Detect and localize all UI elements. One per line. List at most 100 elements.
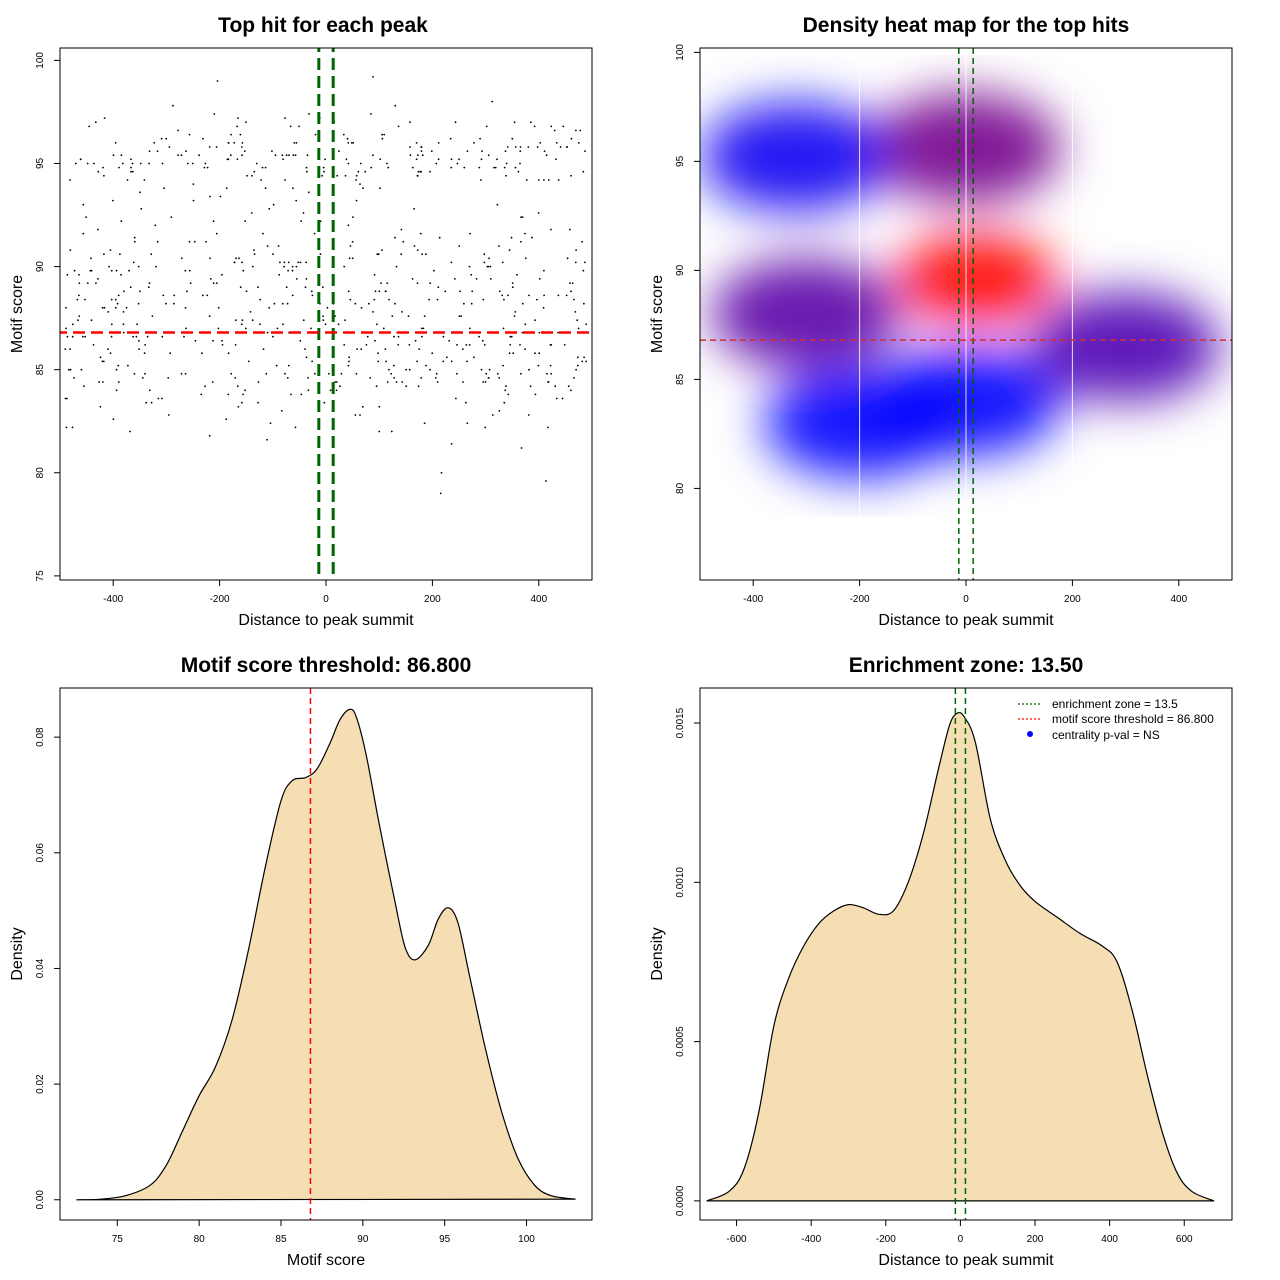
scatter-point bbox=[287, 364, 290, 367]
scatter-point bbox=[92, 344, 95, 346]
scatter-point bbox=[289, 125, 292, 128]
scatter-point bbox=[234, 377, 237, 379]
scatter-point bbox=[163, 187, 166, 190]
scatter-point bbox=[376, 253, 379, 256]
scatter-point bbox=[581, 240, 584, 243]
score-density-x-tick-label: 90 bbox=[357, 1234, 369, 1245]
scatter-point bbox=[573, 298, 575, 301]
scatter-point bbox=[342, 133, 345, 136]
scatter-point bbox=[378, 405, 381, 408]
scatter-point bbox=[349, 245, 352, 247]
legend-label-threshold: motif score threshold = 86.800 bbox=[1052, 712, 1214, 726]
scatter-point bbox=[545, 154, 548, 157]
scatter-point bbox=[370, 166, 373, 169]
scatter-point bbox=[169, 352, 172, 355]
scatter-point bbox=[466, 422, 469, 425]
scatter-point bbox=[384, 348, 387, 350]
scatter-point bbox=[71, 335, 74, 338]
scatter-point bbox=[322, 319, 325, 322]
scatter-point bbox=[185, 327, 187, 330]
scatter-point bbox=[161, 397, 163, 400]
scatter-point bbox=[429, 170, 431, 173]
score-density-y-axis: 0.00 0.02 0.04 0.06 0.08 bbox=[35, 727, 61, 1209]
heatmap-title: Density heat map for the top hits bbox=[803, 14, 1130, 37]
scatter-point bbox=[335, 389, 338, 392]
scatter-point bbox=[480, 179, 482, 181]
scatter-point bbox=[184, 306, 187, 309]
scatter-point bbox=[487, 154, 490, 157]
scatter-point bbox=[255, 162, 258, 165]
scatter-point bbox=[329, 389, 332, 392]
scatter-point bbox=[198, 154, 201, 157]
scatter-point bbox=[154, 224, 157, 227]
scatter-point bbox=[577, 327, 580, 330]
scatter-point bbox=[144, 372, 146, 375]
scatter-point bbox=[475, 278, 478, 280]
scatter-point bbox=[400, 253, 403, 256]
scatter-point bbox=[359, 414, 361, 416]
scatter-point bbox=[183, 335, 185, 338]
scatter-x-tick-label: 0 bbox=[323, 594, 329, 605]
scatter-point bbox=[282, 323, 284, 326]
scatter-point bbox=[584, 261, 586, 264]
heatmap-x-label: Distance to peak summit bbox=[878, 612, 1054, 629]
distance-density-x-tick-label: -600 bbox=[727, 1234, 747, 1245]
scatter-point bbox=[209, 195, 211, 198]
scatter-y-tick-label: 85 bbox=[35, 364, 46, 376]
scatter-point bbox=[408, 344, 411, 346]
scatter-point bbox=[110, 335, 113, 338]
scatter-point bbox=[335, 381, 338, 383]
scatter-point bbox=[547, 179, 550, 181]
scatter-point bbox=[463, 302, 465, 305]
scatter-point bbox=[557, 179, 560, 181]
scatter-point bbox=[112, 418, 115, 421]
scatter-point bbox=[408, 368, 411, 371]
scatter-point bbox=[550, 372, 553, 375]
scatter-point bbox=[420, 327, 423, 330]
scatter-point bbox=[69, 348, 71, 350]
scatter-point bbox=[462, 381, 464, 383]
scatter-point bbox=[148, 282, 151, 284]
scatter-point bbox=[503, 401, 506, 404]
scatter-point bbox=[428, 298, 430, 301]
scatter-point bbox=[503, 298, 505, 301]
scatter-point bbox=[577, 142, 580, 144]
scatter-x-tick-label: 400 bbox=[530, 594, 547, 605]
scatter-point bbox=[242, 269, 245, 272]
distance-density-y-axis: 0.0000 0.0005 0.0010 0.0015 bbox=[675, 707, 701, 1216]
scatter-point bbox=[378, 290, 381, 293]
scatter-point bbox=[136, 323, 139, 326]
scatter-point bbox=[295, 199, 298, 202]
scatter-point bbox=[349, 298, 352, 301]
scatter-point bbox=[123, 290, 125, 293]
scatter-point bbox=[468, 344, 471, 346]
scatter-point bbox=[448, 339, 451, 342]
scatter-point bbox=[576, 319, 579, 322]
scatter-point bbox=[245, 327, 247, 330]
distance-density-title: Enrichment zone: 13.50 bbox=[849, 654, 1084, 677]
scatter-point bbox=[275, 364, 278, 367]
scatter-point bbox=[83, 385, 85, 388]
scatter-point bbox=[347, 290, 350, 293]
scatter-point bbox=[177, 129, 180, 132]
scatter-point bbox=[413, 245, 416, 247]
scatter-point bbox=[253, 170, 256, 173]
scatter-point bbox=[259, 323, 261, 326]
scatter-point bbox=[78, 294, 80, 297]
scatter-point bbox=[143, 179, 146, 181]
scatter-point bbox=[143, 352, 146, 355]
scatter-point bbox=[85, 216, 87, 219]
scatter-point bbox=[337, 323, 340, 326]
scatter-point bbox=[437, 158, 440, 161]
scatter-point bbox=[547, 426, 549, 429]
scatter-point bbox=[372, 76, 374, 78]
scatter-point bbox=[485, 372, 488, 375]
scatter-point bbox=[354, 302, 357, 305]
scatter-point bbox=[233, 261, 236, 264]
scatter-point bbox=[501, 294, 504, 297]
scatter-point bbox=[394, 104, 397, 107]
scatter-point bbox=[417, 154, 419, 157]
scatter-point bbox=[405, 368, 408, 371]
scatter-point bbox=[101, 381, 104, 383]
scatter-point bbox=[241, 142, 244, 144]
